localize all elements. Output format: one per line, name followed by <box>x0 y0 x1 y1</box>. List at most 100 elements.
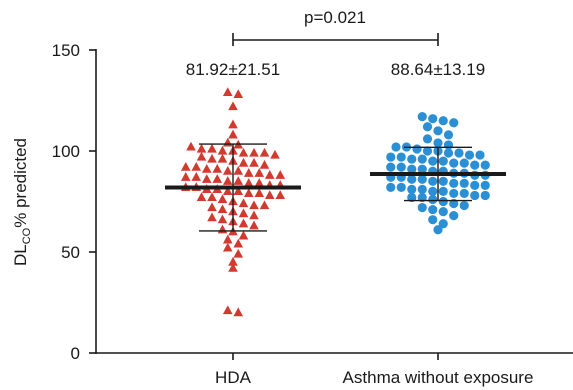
data-point-hda <box>228 256 238 266</box>
data-point-hda <box>212 163 223 173</box>
data-point-hda <box>270 149 280 159</box>
data-point-hda <box>254 178 265 187</box>
data-point-asthma <box>428 186 438 196</box>
data-point-asthma <box>459 188 469 199</box>
data-point-hda <box>238 147 249 157</box>
summary-lines-layer <box>165 143 506 232</box>
data-point-asthma <box>459 158 469 168</box>
data-point-hda <box>222 186 233 195</box>
data-point-hda <box>233 248 244 258</box>
data-point-hda <box>201 174 212 183</box>
data-point-hda <box>196 151 207 161</box>
data-point-asthma <box>417 174 427 184</box>
data-point-hda <box>207 212 217 222</box>
data-point-hda <box>254 168 265 177</box>
data-point-asthma <box>470 180 480 190</box>
data-point-hda <box>259 200 270 210</box>
data-point-hda <box>243 178 254 187</box>
data-point-asthma <box>438 186 448 196</box>
data-point-asthma <box>464 150 475 160</box>
data-point-asthma <box>386 162 396 172</box>
data-point-asthma <box>459 178 469 188</box>
data-point-hda <box>217 214 228 224</box>
data-point-asthma <box>386 182 396 192</box>
data-point-asthma <box>480 180 490 190</box>
data-point-asthma <box>391 142 401 152</box>
data-point-asthma <box>386 152 396 162</box>
data-point-hda <box>275 170 286 179</box>
y-axis-title: DLCO% predicted <box>11 138 33 266</box>
data-point-hda <box>222 87 233 97</box>
data-point-asthma <box>417 184 427 194</box>
data-point-hda <box>222 234 233 244</box>
data-point-hda <box>238 157 249 167</box>
data-point-hda <box>259 159 270 169</box>
data-point-hda <box>233 166 244 175</box>
data-points-layer <box>180 87 490 317</box>
data-point-hda <box>196 192 207 202</box>
x-category-label-asthma: Asthma without exposure <box>343 368 534 387</box>
data-point-asthma <box>443 148 454 158</box>
data-point-hda <box>254 188 265 198</box>
data-point-hda <box>275 190 286 200</box>
data-point-hda <box>228 119 238 129</box>
data-point-hda <box>207 202 217 212</box>
data-point-hda <box>249 210 259 220</box>
data-point-asthma <box>475 150 485 160</box>
data-point-hda <box>259 147 270 157</box>
data-point-hda <box>222 242 233 252</box>
data-point-asthma <box>443 140 454 150</box>
data-point-hda <box>191 161 202 171</box>
data-point-asthma <box>480 160 490 170</box>
data-point-asthma <box>454 148 464 158</box>
y-axis-title-rest: % predicted <box>11 138 30 228</box>
data-point-asthma <box>449 158 459 168</box>
data-point-asthma <box>428 156 438 166</box>
data-point-hda <box>233 176 244 185</box>
data-point-asthma <box>449 118 459 128</box>
data-point-asthma <box>417 154 427 164</box>
data-point-hda <box>233 89 244 99</box>
data-point-hda <box>233 307 244 317</box>
data-point-asthma <box>396 152 406 162</box>
significance-bracket <box>232 33 439 46</box>
data-point-hda <box>264 170 275 179</box>
data-point-hda <box>217 145 228 155</box>
group-stat-label-hda: 81.92±21.51 <box>186 60 280 79</box>
data-point-asthma <box>433 225 443 235</box>
data-point-asthma <box>417 164 427 174</box>
data-point-hda <box>238 208 249 218</box>
data-point-hda <box>228 101 238 111</box>
data-point-hda <box>243 168 254 177</box>
data-point-hda <box>207 153 217 163</box>
data-point-asthma <box>480 190 490 201</box>
data-point-hda <box>233 238 244 248</box>
data-point-asthma <box>422 122 433 132</box>
data-point-hda <box>186 141 196 151</box>
data-point-asthma <box>438 116 448 126</box>
data-point-hda <box>249 220 259 230</box>
data-point-hda <box>238 198 249 208</box>
data-point-asthma <box>428 194 438 205</box>
data-point-hda <box>207 143 217 153</box>
data-point-hda <box>222 137 233 147</box>
data-point-asthma <box>433 138 443 148</box>
data-point-hda <box>238 218 249 228</box>
data-point-asthma <box>407 184 417 194</box>
data-point-hda <box>217 153 228 163</box>
y-tick-label-100: 100 <box>52 142 80 161</box>
data-point-hda <box>222 176 233 185</box>
y-tick-label-150: 150 <box>52 41 80 60</box>
data-point-hda <box>180 161 191 171</box>
data-point-asthma <box>407 164 417 174</box>
data-point-asthma <box>433 126 443 136</box>
data-point-asthma <box>470 160 480 170</box>
data-point-asthma <box>407 192 417 203</box>
data-point-hda <box>217 194 228 204</box>
data-point-asthma <box>412 144 422 154</box>
data-point-hda <box>217 204 228 214</box>
group-stat-label-asthma: 88.64±13.19 <box>391 60 485 79</box>
data-point-hda <box>207 192 217 202</box>
data-point-hda <box>228 129 238 139</box>
data-point-asthma <box>438 207 448 217</box>
